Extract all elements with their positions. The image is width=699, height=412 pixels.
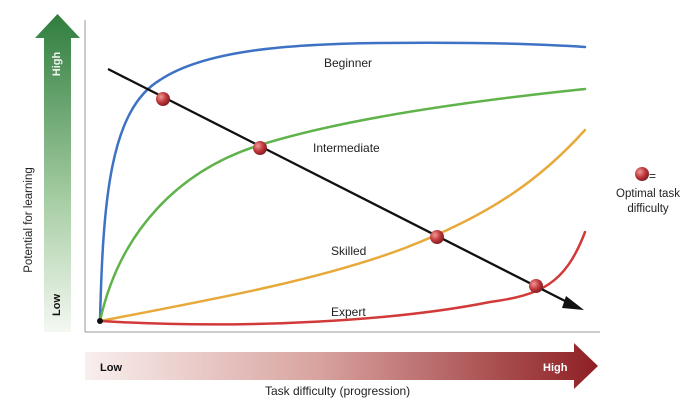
y-axis-label: Potential for learning [23, 167, 35, 273]
beginner-label: Beginner [324, 56, 373, 70]
optimal-line-arrowhead [562, 296, 584, 310]
y-axis-high-label: High [51, 51, 63, 77]
intermediate-curve [98, 87, 587, 323]
optimal-marker-beginner [156, 92, 170, 106]
x-axis-arrow [85, 343, 598, 389]
optimal-marker-intermediate [253, 141, 267, 155]
skilled-curve [98, 128, 587, 323]
optimal-line [107, 67, 570, 305]
optimal-marker-expert [529, 279, 543, 293]
intermediate-label: Intermediate [313, 141, 380, 155]
beginner-curve [98, 41, 587, 323]
legend-equals: = [649, 169, 657, 183]
x-axis-high-label: High [543, 362, 568, 374]
expert-label: Expert [331, 305, 366, 319]
y-axis-arrow [35, 14, 80, 332]
x-axis-low-label: Low [100, 362, 122, 374]
legend-text: Optimal task difficulty [616, 188, 680, 215]
y-axis-low-label: Low [51, 294, 63, 316]
legend-marker [635, 167, 649, 181]
optimal-marker-skilled [430, 230, 444, 244]
x-axis-label: Task difficulty (progression) [265, 384, 411, 398]
origin-dot [97, 318, 103, 324]
expert-curve [98, 230, 587, 326]
skilled-label: Skilled [331, 244, 367, 258]
